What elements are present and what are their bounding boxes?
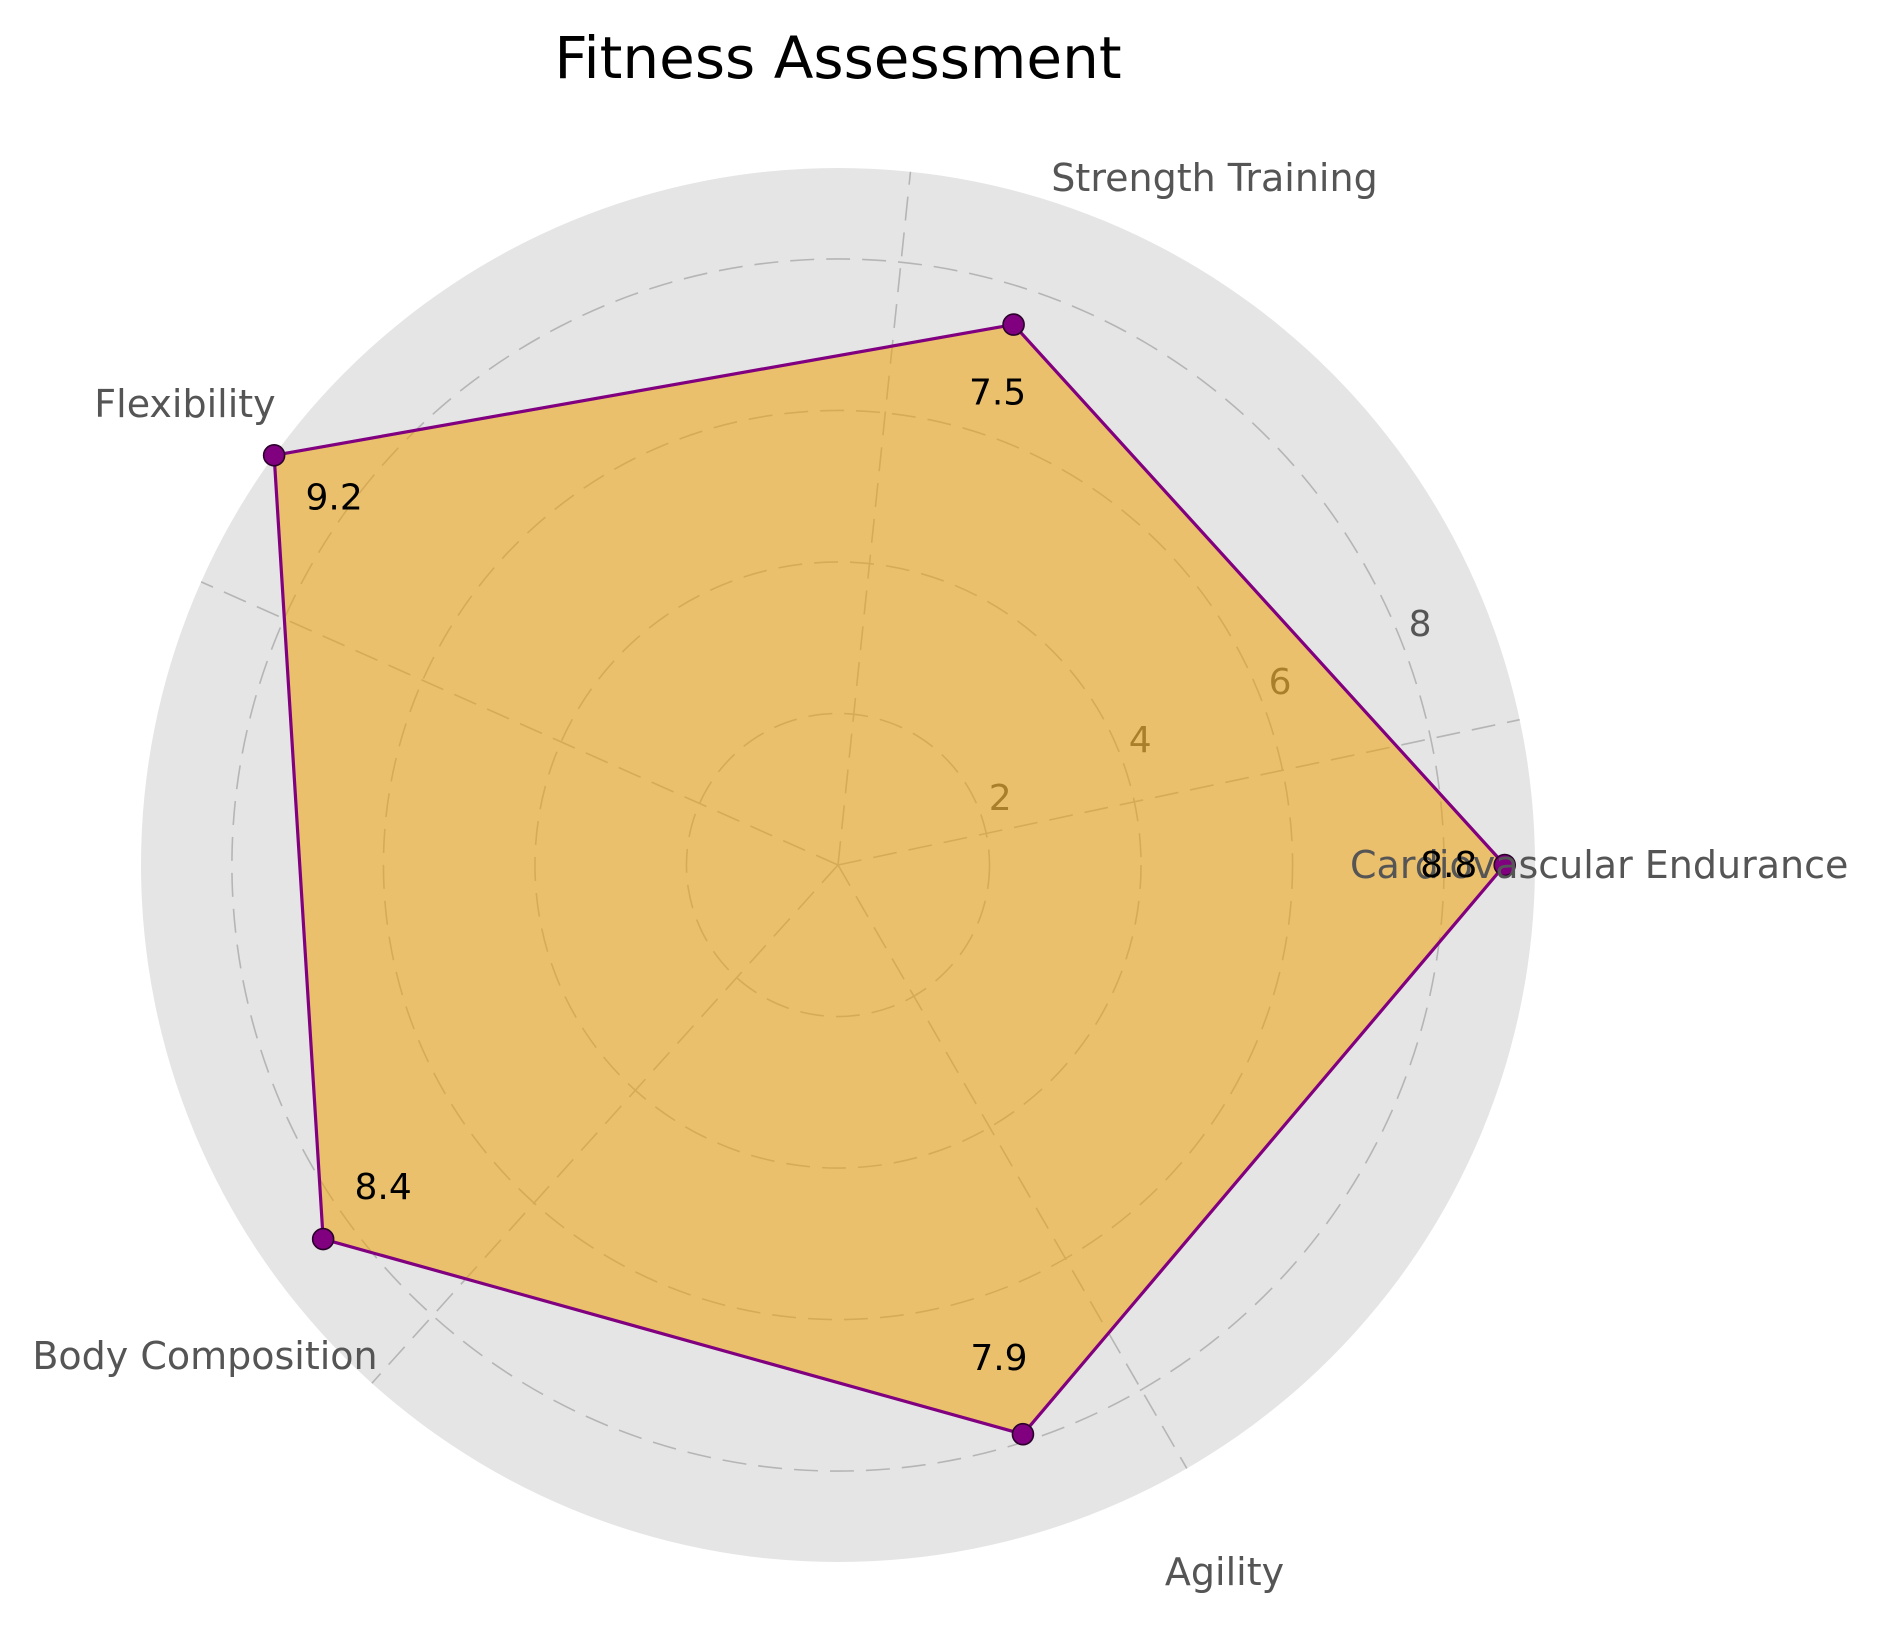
- series-area: [272, 323, 1507, 1436]
- value-label: 8.8: [1420, 845, 1477, 886]
- category-label: Flexibility: [94, 382, 275, 426]
- category-labels: Cardiovascular Endurance Strength Trainin…: [32, 156, 1848, 1594]
- category-label: Cardiovascular Endurance: [1350, 843, 1848, 887]
- data-point-marker: [311, 1227, 335, 1251]
- data-point-marker: [1493, 853, 1516, 877]
- value-label: 9.2: [305, 477, 362, 518]
- value-label: 8.4: [355, 1167, 412, 1208]
- chart-title: Fitness Assessment: [554, 24, 1121, 92]
- value-label: 7.9: [970, 1338, 1027, 1379]
- category-label: Strength Training: [1051, 156, 1377, 200]
- category-label: Body Composition: [32, 1334, 377, 1378]
- value-labels: 8.8 7.5 9.2 8.4 7.9: [305, 373, 1477, 1380]
- radial-tick-label: 8: [1409, 604, 1432, 645]
- series-layer: [262, 313, 1516, 1446]
- data-point-marker: [262, 444, 286, 467]
- value-label: 7.5: [969, 373, 1026, 414]
- category-label: Agility: [1165, 1550, 1284, 1594]
- data-point-marker: [1002, 313, 1025, 336]
- data-point-marker: [1011, 1422, 1035, 1446]
